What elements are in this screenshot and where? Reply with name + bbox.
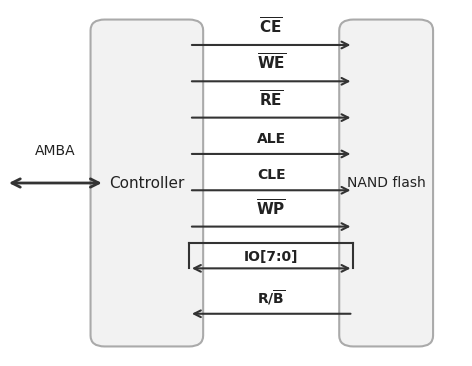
Text: NAND flash: NAND flash (347, 176, 426, 190)
FancyBboxPatch shape (91, 19, 203, 347)
Text: R/$\overline{\mathregular{B}}$: R/$\overline{\mathregular{B}}$ (257, 289, 286, 307)
FancyBboxPatch shape (339, 19, 433, 347)
Text: IO[7:0]: IO[7:0] (244, 250, 298, 264)
Text: CLE: CLE (257, 168, 286, 182)
Text: AMBA: AMBA (35, 143, 76, 158)
Text: $\overline{\mathregular{RE}}$: $\overline{\mathregular{RE}}$ (259, 90, 283, 110)
Text: $\overline{\mathregular{WP}}$: $\overline{\mathregular{WP}}$ (256, 198, 286, 219)
Text: ALE: ALE (257, 132, 286, 146)
Text: $\overline{\mathregular{WE}}$: $\overline{\mathregular{WE}}$ (257, 53, 286, 73)
Text: $\overline{\mathregular{CE}}$: $\overline{\mathregular{CE}}$ (260, 17, 283, 37)
Text: Controller: Controller (109, 176, 185, 190)
